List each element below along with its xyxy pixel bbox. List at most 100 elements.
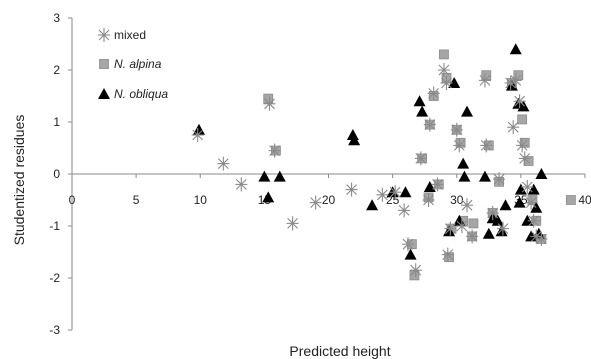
data-point-obliqua <box>366 199 379 211</box>
data-point-mixed <box>478 73 491 88</box>
data-point-mixed <box>453 138 466 153</box>
legend-marker-asterisk <box>98 28 110 42</box>
x-tick-label: 30 <box>450 193 464 207</box>
data-point-obliqua <box>514 183 527 195</box>
data-point-mixed <box>535 232 548 246</box>
y-tick-label: 2 <box>53 63 60 77</box>
data-point-mixed <box>437 63 450 77</box>
x-axis-title: Predicted height <box>289 343 390 359</box>
data-point-obliqua <box>192 123 205 135</box>
y-tick-label: -2 <box>49 271 60 285</box>
data-point-mixed <box>440 76 453 90</box>
y-tick-label: -1 <box>49 219 60 233</box>
data-point-obliqua <box>482 227 495 239</box>
data-point-obliqua <box>262 191 275 203</box>
data-point-mixed <box>309 195 322 210</box>
data-point-mixed <box>480 138 493 153</box>
data-point-mixed <box>398 203 411 218</box>
data-point-obliqua <box>499 199 512 211</box>
legend-marker-triangle <box>98 88 110 99</box>
data-point-alpina <box>439 49 449 60</box>
data-point-obliqua <box>413 95 426 107</box>
data-point-mixed <box>507 120 520 135</box>
data-point-mixed <box>513 94 526 109</box>
data-point-mixed <box>518 151 531 166</box>
data-point-mixed <box>516 138 529 153</box>
data-point-obliqua <box>416 105 429 117</box>
data-point-mixed <box>414 151 427 166</box>
y-axis-title: Studentized residues <box>11 115 27 246</box>
data-point-alpina <box>565 195 576 205</box>
data-point-mixed <box>444 221 457 236</box>
data-point-obliqua <box>448 77 461 88</box>
data-point-mixed <box>376 187 389 202</box>
y-tick-label: 0 <box>53 167 60 181</box>
data-point-mixed <box>450 122 463 137</box>
data-point-obliqua <box>346 129 359 140</box>
data-point-mixed <box>235 177 248 192</box>
data-point-mixed <box>268 143 281 158</box>
data-point-obliqua <box>535 168 548 179</box>
data-point-mixed <box>427 86 440 101</box>
x-tick-label: 20 <box>322 193 336 207</box>
data-point-obliqua <box>258 170 271 182</box>
data-point-mixed <box>461 198 474 213</box>
legend-marker-square <box>99 59 109 69</box>
data-point-mixed <box>493 172 506 187</box>
data-point-obliqua <box>348 134 361 146</box>
data-point-mixed <box>286 216 299 231</box>
data-point-obliqua <box>513 196 526 208</box>
data-point-obliqua <box>404 248 417 260</box>
data-point-mixed <box>521 180 534 194</box>
data-point-obliqua <box>461 105 474 117</box>
legend-label: N. obliqua <box>114 87 168 101</box>
data-point-obliqua <box>521 214 534 226</box>
data-point-alpina <box>468 218 479 229</box>
data-point-obliqua <box>458 170 471 182</box>
data-point-alpina <box>517 114 528 125</box>
data-point-mixed <box>455 219 468 233</box>
x-tick-label: 0 <box>69 193 76 207</box>
data-point-mixed <box>263 96 276 111</box>
x-tick-label: 5 <box>133 193 140 207</box>
data-point-mixed <box>504 76 517 90</box>
legend-label: N. alpina <box>114 57 162 71</box>
data-point-mixed <box>509 73 522 88</box>
data-point-mixed <box>496 221 509 236</box>
y-tick-label: 3 <box>53 11 60 25</box>
x-tick-label: 40 <box>578 193 591 207</box>
data-point-obliqua <box>399 186 412 198</box>
data-point-mixed <box>191 128 204 142</box>
data-point-mixed <box>466 229 479 244</box>
y-tick-label: 1 <box>53 115 60 129</box>
data-point-mixed <box>345 182 358 197</box>
data-point-mixed <box>389 185 402 200</box>
data-point-mixed <box>530 229 543 244</box>
data-point-obliqua <box>517 100 530 112</box>
data-point-mixed <box>486 206 499 220</box>
data-point-mixed <box>422 193 435 207</box>
data-point-obliqua <box>491 214 504 226</box>
x-tick-label: 10 <box>194 193 208 207</box>
data-point-mixed <box>525 195 538 210</box>
y-tick-label: -3 <box>49 323 60 337</box>
x-tick-labels: 0510152025303540 <box>69 174 591 207</box>
y-tick-labels: 3 2 1 0 -1 -2 -3 <box>49 11 72 337</box>
legend-label: mixed <box>114 28 146 42</box>
data-point-obliqua <box>457 157 470 169</box>
data-points <box>191 43 576 281</box>
data-point-mixed <box>423 117 436 132</box>
data-point-alpina <box>523 156 534 166</box>
data-point-mixed <box>402 237 415 252</box>
data-point-mixed <box>409 263 422 278</box>
data-point-obliqua <box>478 170 491 182</box>
data-point-mixed <box>441 247 454 262</box>
data-point-mixed <box>217 156 230 171</box>
legend: mixed N. alpina N. obliqua <box>98 28 168 101</box>
data-point-obliqua <box>509 43 522 55</box>
data-point-obliqua <box>273 170 286 182</box>
data-point-mixed <box>527 213 540 228</box>
data-point-mixed <box>431 177 444 192</box>
data-point-obliqua <box>527 183 540 195</box>
